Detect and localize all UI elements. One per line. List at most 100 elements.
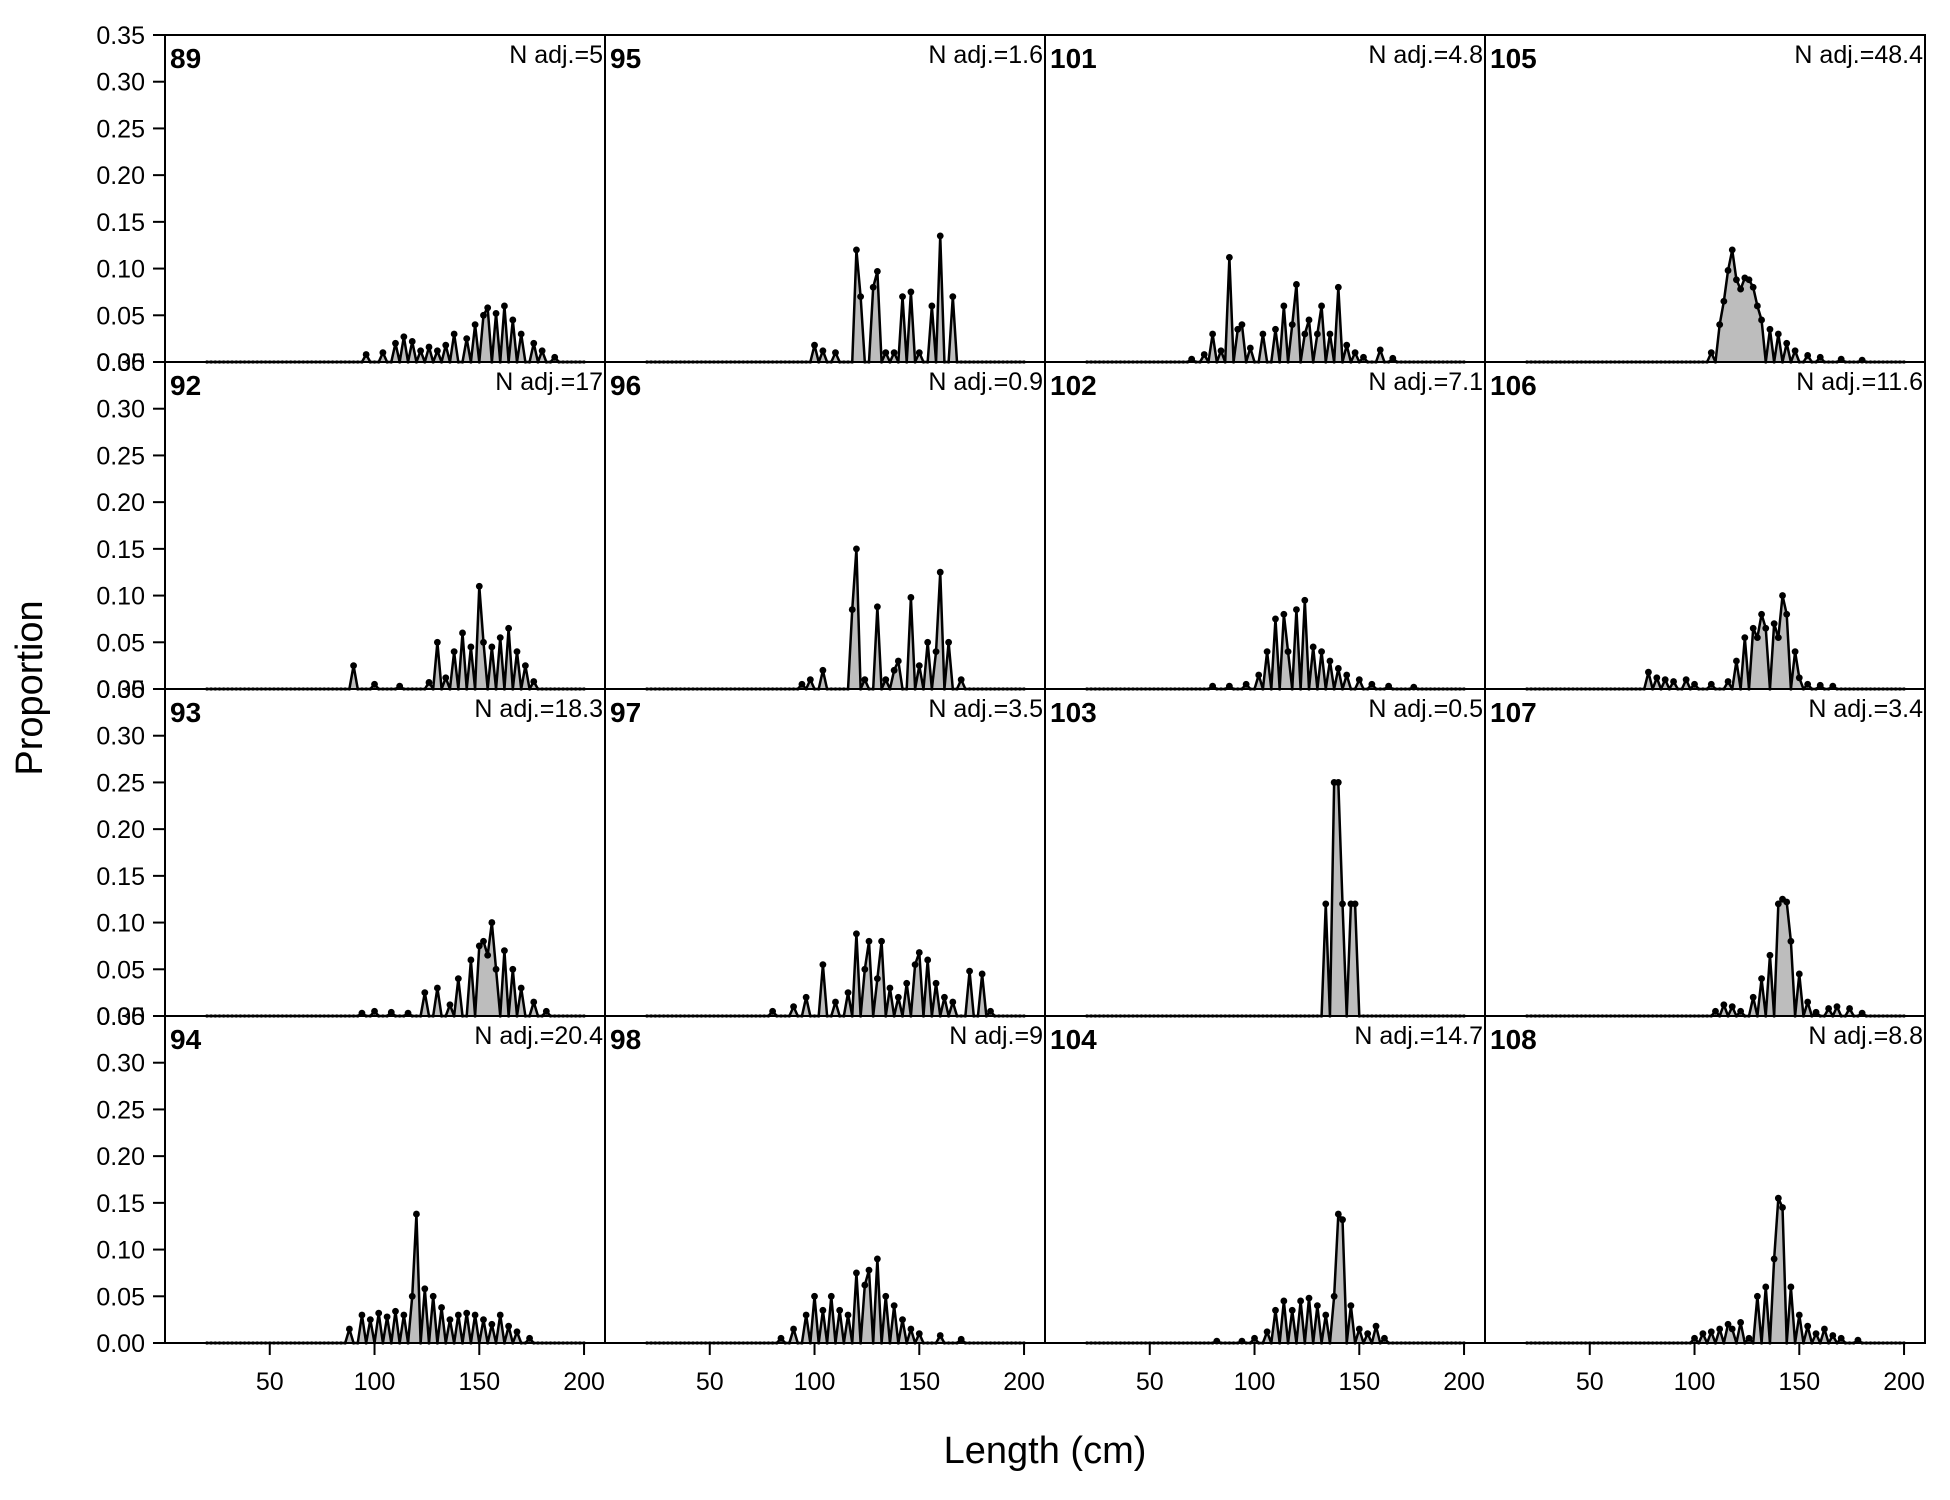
data-point xyxy=(1330,1292,1338,1300)
data-point xyxy=(1779,592,1786,599)
data-point xyxy=(442,674,450,682)
data-point xyxy=(1833,1003,1841,1011)
data-point xyxy=(903,979,911,987)
data-point xyxy=(894,657,902,665)
data-point xyxy=(1787,937,1795,945)
x-tick-label: 200 xyxy=(1883,1368,1925,1396)
data-point xyxy=(1699,1330,1707,1338)
data-point xyxy=(941,993,948,1001)
panel-frame xyxy=(604,34,1046,363)
data-point xyxy=(1301,330,1309,338)
data-point xyxy=(861,1281,869,1289)
data-point xyxy=(1804,352,1812,359)
data-point xyxy=(915,662,923,670)
data-point xyxy=(1272,615,1279,623)
y-axis-title: Proportion xyxy=(9,600,51,775)
n-adj-label: N adj.=8.8 xyxy=(1808,1022,1923,1050)
n-adj-label: N adj.=4.8 xyxy=(1368,41,1483,69)
data-point xyxy=(957,1335,965,1343)
y-tick-label: 0.15 xyxy=(96,863,145,891)
data-point xyxy=(1263,1328,1271,1336)
y-tick-label: 0.25 xyxy=(96,115,145,143)
data-point xyxy=(836,1306,844,1314)
panel-label: 103 xyxy=(1050,697,1097,728)
data-point xyxy=(853,930,860,938)
data-point xyxy=(819,666,827,674)
data-point xyxy=(392,1307,399,1315)
data-point xyxy=(1334,1210,1342,1218)
x-tick-label: 100 xyxy=(354,1368,396,1396)
data-point xyxy=(488,919,496,926)
data-point xyxy=(1364,1330,1372,1338)
data-point xyxy=(806,676,814,684)
data-point xyxy=(1770,620,1778,627)
data-point xyxy=(1712,1007,1719,1015)
panel-label: 97 xyxy=(610,697,641,728)
data-point xyxy=(425,679,433,686)
y-tick-label: 0.00 xyxy=(96,1003,145,1031)
x-tick-label: 200 xyxy=(563,1368,605,1396)
data-point xyxy=(408,338,416,345)
data-point xyxy=(1225,682,1233,690)
n-adj-label: N adj.=14.7 xyxy=(1354,1022,1483,1050)
panel-frame xyxy=(164,1015,606,1344)
data-point xyxy=(790,1325,797,1333)
data-point xyxy=(1376,346,1384,354)
data-point xyxy=(1326,330,1334,338)
data-point xyxy=(433,347,441,355)
data-point xyxy=(1821,1325,1828,1333)
y-tick-label: 0.20 xyxy=(96,1143,145,1171)
y-tick-label: 0.10 xyxy=(96,583,145,611)
data-point xyxy=(882,1292,890,1300)
area-fill xyxy=(206,1214,585,1343)
panel-label: 107 xyxy=(1490,697,1537,728)
series-line xyxy=(1526,248,1905,364)
data-point xyxy=(844,989,852,997)
x-axis: 50 100 150 200 50 100 150 200 50 100 150 200 50 100 15… xyxy=(256,1343,1925,1396)
y-tick-label: 0.10 xyxy=(96,910,145,938)
y-tick-label: 0.25 xyxy=(96,442,145,470)
data-point xyxy=(1251,1334,1258,1342)
data-point xyxy=(551,353,559,361)
area-fill xyxy=(1086,782,1465,1016)
data-point xyxy=(1318,302,1325,310)
data-point xyxy=(1720,1001,1728,1009)
data-point xyxy=(463,1309,471,1317)
x-tick-label: 200 xyxy=(1443,1368,1485,1396)
data-point xyxy=(1829,1332,1837,1339)
data-point xyxy=(1745,1334,1753,1342)
data-point xyxy=(1280,302,1288,310)
data-point xyxy=(530,998,538,1006)
panel-107: 107 N adj.=3.4 xyxy=(1484,688,1926,1018)
data-point xyxy=(400,1311,408,1319)
data-point xyxy=(446,1316,454,1324)
panel-label: 96 xyxy=(610,370,641,401)
data-point xyxy=(1209,682,1217,690)
data-point xyxy=(1691,680,1698,688)
y-tick-label: 0.05 xyxy=(96,302,145,330)
data-point xyxy=(802,1311,810,1319)
data-point xyxy=(790,1003,797,1011)
data-point xyxy=(1728,1325,1736,1333)
data-point xyxy=(1774,1194,1782,1202)
data-point xyxy=(1812,1330,1820,1338)
data-point xyxy=(873,603,881,611)
panel-frame xyxy=(164,688,606,1017)
data-point xyxy=(425,343,433,351)
data-point xyxy=(488,1320,496,1328)
x-tick-label: 50 xyxy=(696,1368,724,1396)
panels-grid: 89 N adj.=5 92 N adj.=17 93 N adj.=18.3 94 N ad… xyxy=(96,22,1926,1396)
data-point xyxy=(1795,674,1803,682)
data-point xyxy=(907,288,915,296)
data-point xyxy=(1305,316,1313,324)
data-point xyxy=(1305,1294,1313,1302)
data-point xyxy=(1707,680,1715,688)
series-line xyxy=(1526,1196,1905,1345)
data-point xyxy=(496,1311,504,1319)
x-axis-title: Length (cm) xyxy=(944,1430,1147,1472)
data-point xyxy=(475,582,483,590)
data-point xyxy=(362,351,370,358)
data-point xyxy=(1339,900,1346,908)
data-point xyxy=(1334,283,1342,291)
